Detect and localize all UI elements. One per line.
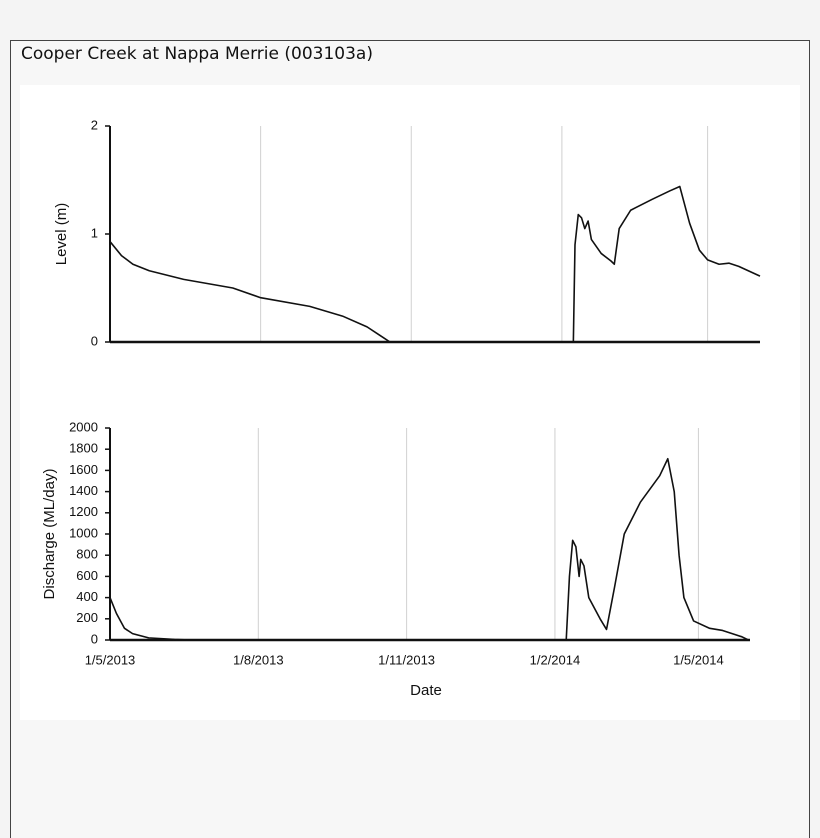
x-tick-label: 1/5/2013 [85, 652, 136, 667]
data-line [109, 457, 749, 641]
x-tick-label: 1/5/2014 [673, 652, 724, 667]
x-tick-label: 1/8/2013 [233, 652, 284, 667]
y-tick-label: 1200 [69, 504, 98, 519]
y-axis-title: Level (m) [53, 203, 70, 266]
y-tick-label: 2 [91, 117, 98, 132]
x-tick-label: 1/2/2014 [530, 652, 581, 667]
x-tick-label: 1/11/2013 [378, 652, 435, 667]
y-axis-title: Discharge (ML/day) [41, 469, 58, 600]
x-axis-title: Date [410, 682, 442, 699]
y-tick-label: 0 [91, 631, 98, 646]
y-tick-label: 1000 [69, 525, 98, 540]
plot-panel [20, 85, 800, 720]
y-tick-label: 400 [76, 589, 98, 604]
y-tick-label: 1400 [69, 483, 98, 498]
page-title: Cooper Creek at Nappa Merrie (003103a) [21, 44, 373, 64]
y-tick-label: 1800 [69, 441, 98, 456]
y-tick-label: 200 [76, 610, 98, 625]
y-tick-label: 800 [76, 547, 98, 562]
y-tick-label: 600 [76, 568, 98, 583]
y-tick-label: 1600 [69, 462, 98, 477]
y-tick-label: 2000 [69, 419, 98, 434]
data-line [109, 185, 761, 343]
y-tick-label: 0 [91, 333, 98, 348]
y-tick-label: 1 [91, 225, 98, 240]
